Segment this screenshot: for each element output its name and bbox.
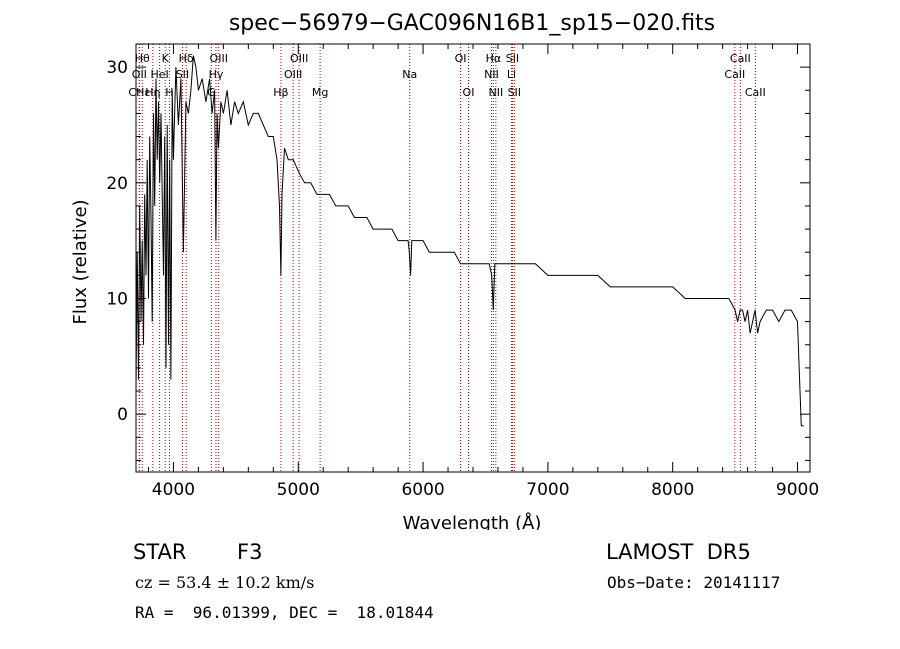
line-marker-label: Hδ [179, 52, 194, 65]
y-tick-label: 30 [106, 58, 128, 78]
y-tick-label: 0 [117, 405, 128, 425]
line-marker-label: CHε [128, 86, 150, 99]
x-tick-label: 8000 [651, 480, 694, 500]
object-subclass: F3 [237, 540, 263, 564]
line-marker-label: NII [484, 68, 499, 81]
line-marker-label: Hβ [273, 86, 288, 99]
spectrum-line [135, 55, 804, 427]
y-axis-label: Flux (relative) [70, 199, 91, 324]
line-marker-label: HeI [150, 68, 168, 81]
x-tick-label: 4000 [152, 480, 195, 500]
line-marker-label: Li [507, 68, 516, 81]
x-axis-ticks: 4000 5000 6000 7000 8000 9000 [147, 44, 819, 500]
line-marker-label: OIII [284, 68, 302, 81]
line-marker-label: Hη [145, 86, 160, 99]
line-marker-label: SII [508, 86, 521, 99]
ra-dec-coordinates: RA = 96.01399, DEC = 18.01844 [135, 603, 434, 622]
x-tick-label: 6000 [401, 480, 444, 500]
line-marker-label: OI [463, 86, 475, 99]
line-marker-label: Hα [486, 52, 502, 65]
x-tick-label: 7000 [526, 480, 569, 500]
line-marker-label: CaII [724, 68, 745, 81]
line-marker-label: CaII [745, 86, 766, 99]
line-marker-label: OIII [290, 52, 308, 65]
line-marker-label: SII [176, 68, 189, 81]
x-axis-label: Wavelength (Å) [403, 512, 542, 530]
line-marker-label: H [165, 86, 173, 99]
line-marker-label: Hθ [135, 52, 150, 65]
line-marker-label: Mg [312, 86, 328, 99]
object-class: STAR [133, 540, 187, 564]
spectrum-chart: spec−56979−GAC096N16B1_sp15−020.fits Hθ O… [70, 11, 819, 530]
line-marker-label: OIII [210, 52, 228, 65]
chart-title: spec−56979−GAC096N16B1_sp15−020.fits [229, 11, 715, 36]
line-marker-label: G [207, 86, 216, 99]
line-marker-label: Na [402, 68, 417, 81]
redshift-velocity: cz = 53.4 ± 10.2 km/s [135, 573, 315, 592]
survey-name: LAMOST DR5 [606, 540, 751, 564]
line-marker-label: OI [455, 52, 467, 65]
line-marker-label: NII [488, 86, 503, 99]
x-tick-label: 5000 [277, 480, 320, 500]
y-axis-ticks: 0 10 20 30 [106, 43, 810, 461]
line-markers [138, 44, 756, 472]
line-marker-label: K [162, 52, 170, 65]
line-marker-label: OII [132, 68, 147, 81]
line-marker-label: CaII [730, 52, 751, 65]
observation-date: Obs−Date: 20141117 [607, 573, 781, 592]
line-marker-label: SII [506, 52, 519, 65]
y-tick-label: 10 [106, 289, 128, 309]
line-marker-label: Hγ [209, 68, 224, 81]
x-tick-label: 9000 [776, 480, 819, 500]
y-tick-label: 20 [106, 174, 128, 194]
